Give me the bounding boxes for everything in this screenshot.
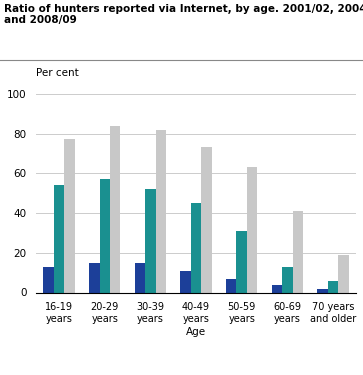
Bar: [317, 288, 328, 292]
Bar: [293, 211, 303, 292]
Bar: [328, 280, 338, 292]
Bar: [226, 279, 236, 292]
Bar: [43, 267, 54, 292]
Bar: [247, 167, 257, 292]
Bar: [99, 179, 110, 292]
Bar: [89, 262, 99, 292]
Bar: [54, 185, 64, 292]
Bar: [201, 147, 212, 292]
Bar: [282, 267, 293, 292]
Bar: [191, 203, 201, 292]
Bar: [156, 129, 166, 292]
Bar: [236, 231, 247, 292]
Bar: [272, 285, 282, 292]
Bar: [338, 255, 349, 292]
Bar: [64, 140, 75, 292]
Bar: [110, 126, 121, 292]
Bar: [145, 189, 156, 292]
X-axis label: Age: Age: [186, 327, 206, 337]
Bar: [180, 271, 191, 292]
Text: Ratio of hunters reported via Internet, by age. 2001/02, 2004/05
and 2008/09: Ratio of hunters reported via Internet, …: [4, 4, 363, 26]
Legend: 2001/02, 2004/05, 2008/09: 2001/02, 2004/05, 2008/09: [94, 373, 298, 375]
Bar: [135, 262, 145, 292]
Text: Per cent: Per cent: [36, 68, 79, 78]
